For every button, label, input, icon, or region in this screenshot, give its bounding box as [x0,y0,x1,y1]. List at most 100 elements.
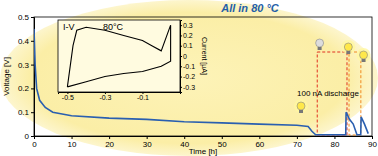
y-axis-tick-label: 0.1 [18,108,30,117]
bulb-base [318,47,322,50]
inset-y-axis-tick-mark [180,25,182,26]
x-axis-tick-mark [297,136,298,139]
inset-x-axis-tick: -0.5 [62,92,74,101]
bulb-glass [316,39,324,47]
inset-y-axis-tick-label: 0.1 [183,42,193,49]
inset-annotation: 80°C [103,22,124,32]
inset-y-axis-tick: 0 [180,53,187,60]
y-axis-tick-mark [31,136,34,137]
x-axis-tick: 70 [293,136,302,149]
inset-y-axis-tick-label: 0 [183,53,187,60]
x-axis-tick-mark [259,136,260,139]
bulb-icon [316,39,324,50]
x-axis-tick: 50 [218,136,227,149]
y-axis-tick: 0.1 [18,108,34,117]
y-axis-tick: 0.5 [18,13,34,22]
y-axis-tick-mark [31,88,34,89]
x-axis-tick: 80 [330,136,339,149]
title: All in 80 °C [220,2,280,14]
x-axis-tick: 90 [368,136,377,149]
inset-y-axis-tick: -0.1 [180,63,195,70]
bulb-glass [360,51,368,59]
x-axis-tick-label: 70 [293,140,302,149]
y-axis-tick-mark [31,17,34,18]
inset-y-axis-tick: 0.2 [180,32,193,39]
inset-y-axis-tick-label: -0.1 [183,63,195,70]
inset-x-axis-tick-label: -0.1 [137,94,149,101]
bulb-glass [344,43,352,51]
inset-y-axis-tick: 0.1 [180,42,193,49]
x-axis-tick-mark [184,136,185,139]
y-axis-tick: 0.2 [18,84,34,93]
inset-y-axis-tick: 0.3 [180,22,193,29]
bulb-base [362,59,366,62]
inset-y-axis-tick-mark [180,87,182,88]
inset-y-axis-tick-mark [180,77,182,78]
inset-y-axis-tick-mark [180,56,182,57]
inset-y-axis: -0.3 -0.2 -0.1 0 0.1 0.2 0.3 [180,21,195,93]
y-axis-tick: 0.3 [18,61,34,70]
inset-y-axis-line [181,21,183,93]
bulb-icon [294,99,308,113]
x-axis-tick-label: 20 [105,140,114,149]
inset-x-axis-tick: -0.1 [137,92,149,101]
inset-y-axis-tick-label: 0.2 [183,32,193,39]
x-axis-tick-mark [72,136,73,139]
background-glow [0,0,378,156]
bulb-icon [357,48,371,62]
x-axis-tick-mark [109,136,110,139]
y-axis-tick-label: 0.3 [18,61,30,70]
x-axis-tick-mark [147,136,148,139]
inset-x-axis-tick: -0.3 [99,92,111,101]
x-axis-tick: 60 [255,136,264,149]
x-axis-tick-mark [222,136,223,139]
inset-plot-area [67,25,170,87]
bulb-glow [341,40,355,54]
bulb-glow [294,99,308,113]
x-axis-tick: 0 [32,136,37,149]
plot-frame [34,17,372,136]
x-axis-tick: 20 [105,136,114,149]
inset-line [67,25,170,87]
x-axis-tick-label: 60 [255,140,264,149]
y-axis-tick-mark [31,112,34,113]
inset-y-axis-tick-label: -0.2 [183,73,195,80]
bulb-base [346,51,350,54]
inset-x-axis-tick-label: -0.5 [62,94,74,101]
y-axis-tick-label: 0.5 [18,13,30,22]
x-axis-tick-label: 10 [68,140,77,149]
inset-y-axis-title: Current [μA] [200,37,208,75]
x-axis-title: Time [h] [189,147,218,156]
inset-x-axis: -0.5 -0.3 -0.1 [59,92,181,101]
y-axis-tick: 0.4 [18,37,34,46]
inset-y-axis-tick: -0.3 [180,84,195,91]
y-axis-tick-label: 0.2 [18,84,30,93]
inset-title: I-V [63,22,75,32]
x-axis-tick-label: 0 [32,140,37,149]
y-axis-tick: 0 [25,132,34,141]
inset-frame [58,20,180,92]
inset-y-axis-tick-label: 0.3 [183,22,193,29]
chart: 010203040506070809000.10.20.30.40.5All i… [0,0,378,156]
y-axis-tick-mark [31,65,34,66]
x-axis-tick-mark [334,136,335,139]
inset-x-axis-line [59,93,181,95]
y-axis-tick-label: 0 [25,132,30,141]
bulb-glass [297,102,305,110]
inset-y-axis-tick-mark [180,46,182,47]
annotation: 100 nA discharge [297,89,359,98]
x-axis-tick: 10 [68,136,77,149]
x-axis-tick-label: 90 [368,140,377,149]
x-axis-line [35,137,373,140]
inset-y-axis-tick-mark [180,35,182,36]
x-axis-tick-mark [372,136,373,139]
x-axis-tick-label: 30 [143,140,152,149]
y-axis: 0 0.1 0.2 0.3 0.4 0.5 [18,13,35,141]
bulb-glow [357,48,371,62]
background [0,0,378,156]
y-axis-title: Voltage [V] [2,57,11,96]
y-axis-tick-mark [31,41,34,42]
inset-y-axis-tick-label: -0.3 [183,84,195,91]
x-axis-tick-label: 50 [218,140,227,149]
bulb-base [299,110,303,113]
